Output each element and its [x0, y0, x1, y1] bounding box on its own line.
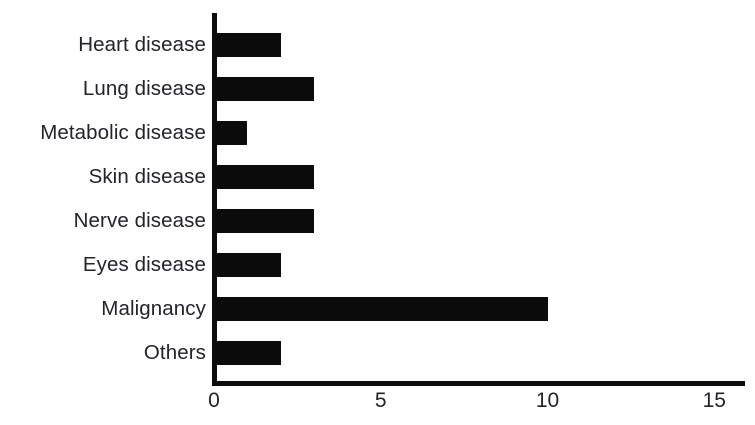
bar-metabolic-disease	[214, 121, 248, 145]
bar-heart-disease	[214, 33, 281, 57]
bar-malignancy	[214, 297, 548, 321]
x-tick-label: 5	[374, 389, 387, 412]
bar-nerve-disease	[214, 209, 315, 233]
category-label: Eyes disease	[82, 253, 206, 276]
x-axis-line	[211, 381, 745, 386]
category-label: Heart disease	[78, 33, 206, 56]
bar-eyes-disease	[214, 253, 281, 277]
bar-skin-disease	[214, 165, 315, 189]
bar-others	[214, 341, 281, 365]
x-tick-label: 10	[535, 389, 560, 412]
x-tick-label: 15	[702, 389, 726, 412]
bar-lung-disease	[214, 77, 315, 101]
x-tick-label: 0	[208, 389, 220, 412]
category-label: Nerve disease	[73, 209, 206, 232]
category-label: Others	[143, 341, 206, 364]
category-label: Lung disease	[82, 77, 206, 100]
category-label: Malignancy	[101, 297, 206, 320]
category-label: Metabolic disease	[40, 121, 206, 144]
y-axis-line	[211, 13, 217, 386]
category-label: Skin disease	[88, 165, 206, 188]
